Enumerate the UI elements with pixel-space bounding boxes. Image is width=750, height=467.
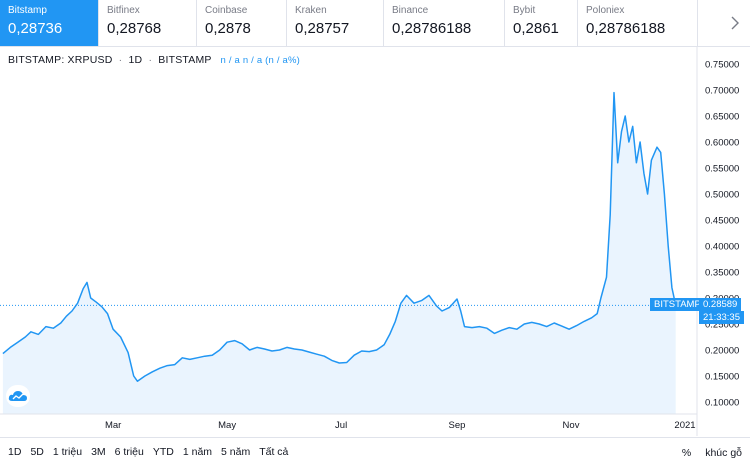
tab-exchange-name: Bybit — [513, 5, 536, 16]
price-tick-label: 0.35000 — [705, 268, 739, 279]
tab-exchange-name: Binance — [392, 5, 429, 16]
range-button-ytd[interactable]: YTD — [152, 446, 174, 458]
time-tick-label: Nov — [563, 420, 580, 431]
plot-area — [0, 91, 697, 414]
range-button-1m[interactable]: 1 triệu — [52, 446, 83, 458]
legend-separator: · — [148, 54, 153, 66]
range-button-5d[interactable]: 5D — [30, 446, 44, 458]
price-tick-label: 0.55000 — [705, 164, 739, 175]
tab-exchange-name: Poloniex — [586, 5, 625, 16]
time-axis[interactable]: Mar May Jul Sep Nov 2021 — [105, 420, 696, 431]
time-tick-label: 2021 — [674, 420, 695, 431]
range-button-all[interactable]: Tất cả — [259, 446, 289, 458]
chevron-right-icon — [731, 16, 739, 30]
cloud-logo-icon — [8, 391, 28, 401]
tabs-next-button[interactable] — [720, 0, 750, 46]
percent-scale-button[interactable]: % — [681, 446, 692, 459]
bar-countdown-badge: 21:33:35 — [699, 311, 744, 325]
tab-price: 0,28786188 — [586, 20, 666, 37]
price-area-fill — [2, 92, 676, 414]
scale-controls: % khúc gỗ — [668, 438, 742, 467]
range-button-3m[interactable]: 3M — [91, 446, 106, 458]
legend-interval: 1D — [128, 54, 143, 66]
price-tick-label: 0.40000 — [705, 242, 739, 253]
tab-bitstamp[interactable]: Bitstamp 0,28736 — [0, 0, 99, 46]
tab-bitfinex[interactable]: Bitfinex 0,28768 — [99, 0, 197, 46]
tab-exchange-name: Bitstamp — [8, 5, 47, 16]
tab-price: 0,28786188 — [392, 20, 472, 37]
tab-coinbase[interactable]: Coinbase 0,2878 — [197, 0, 287, 46]
time-tick-label: May — [218, 420, 236, 431]
last-price-exchange-badge: BITSTAMP — [650, 298, 705, 312]
price-axis[interactable]: 0.75000 0.70000 0.65000 0.60000 0.55000 0.500… — [705, 60, 739, 409]
price-tick-label: 0.15000 — [705, 372, 739, 383]
price-tick-label: 0.50000 — [705, 190, 739, 201]
tab-price: 0,28768 — [107, 20, 162, 37]
tab-bybit[interactable]: Bybit 0,2861 — [505, 0, 578, 46]
price-tick-label: 0.65000 — [705, 112, 739, 123]
tab-exchange-name: Coinbase — [205, 5, 248, 16]
time-tick-label: Jul — [335, 420, 347, 431]
tab-price: 0,28757 — [295, 20, 350, 37]
tradingview-logo[interactable] — [6, 385, 30, 407]
tab-price: 0,28736 — [8, 20, 63, 37]
log-scale-button[interactable]: khúc gỗ — [705, 446, 742, 459]
range-button-1y[interactable]: 1 năm — [182, 446, 213, 458]
range-button-5y[interactable]: 5 năm — [221, 446, 251, 458]
tab-exchange-name: Bitfinex — [107, 5, 140, 16]
range-toolbar: 1D 5D 1 triệu 3M 6 triệu YTD 1 năm 5 năm… — [0, 437, 750, 466]
price-tick-label: 0.20000 — [705, 346, 739, 357]
legend-symbol: BITSTAMP: XRPUSD — [8, 54, 113, 66]
range-button-1d[interactable]: 1D — [8, 446, 22, 458]
time-tick-label: Sep — [449, 420, 466, 431]
tab-price: 0,2878 — [205, 20, 251, 37]
price-tick-label: 0.45000 — [705, 216, 739, 227]
price-chart[interactable]: 0.75000 0.70000 0.65000 0.60000 0.55000 0.500… — [0, 46, 750, 436]
tab-binance[interactable]: Binance 0,28786188 — [384, 0, 505, 46]
tab-kraken[interactable]: Kraken 0,28757 — [287, 0, 384, 46]
price-tick-label: 0.75000 — [705, 60, 739, 71]
price-tick-label: 0.70000 — [705, 86, 739, 97]
price-tick-label: 0.60000 — [705, 138, 739, 149]
legend-separator: · — [118, 54, 123, 66]
legend-ohlc-values: n / a n / a (n / a%) — [220, 55, 301, 66]
price-tick-label: 0.25000 — [705, 320, 739, 331]
price-tick-label: 0.10000 — [705, 398, 739, 409]
tab-exchange-name: Kraken — [295, 5, 327, 16]
exchange-tabs: Bitstamp 0,28736 Bitfinex 0,28768 Coinba… — [0, 0, 750, 47]
tab-price: 0,2861 — [513, 20, 559, 37]
legend-exchange: BITSTAMP — [158, 54, 212, 66]
tab-poloniex[interactable]: Poloniex 0,28786188 — [578, 0, 698, 46]
last-price-badge: 0.28589 — [699, 298, 742, 312]
price-line — [2, 91, 677, 382]
range-button-6m[interactable]: 6 triệu — [114, 446, 144, 458]
chart-legend: BITSTAMP: XRPUSD · 1D · BITSTAMP n / a n… — [8, 54, 300, 66]
time-tick-label: Mar — [105, 420, 121, 431]
